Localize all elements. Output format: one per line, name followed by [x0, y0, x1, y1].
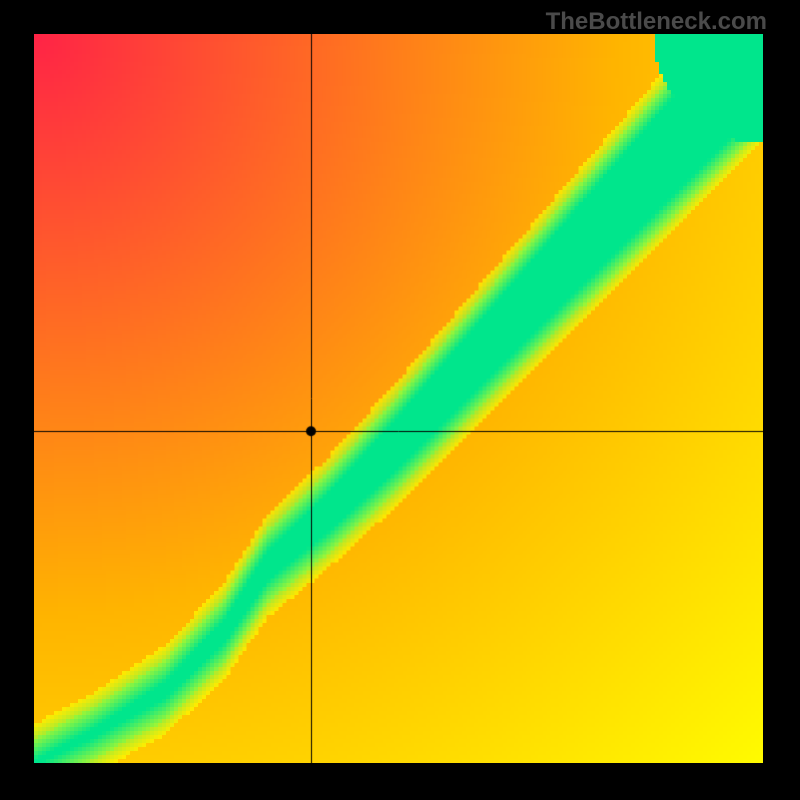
crosshair-overlay	[34, 34, 763, 763]
watermark-label: TheBottleneck.com	[546, 8, 767, 36]
chart-container: TheBottleneck.com	[0, 0, 800, 800]
